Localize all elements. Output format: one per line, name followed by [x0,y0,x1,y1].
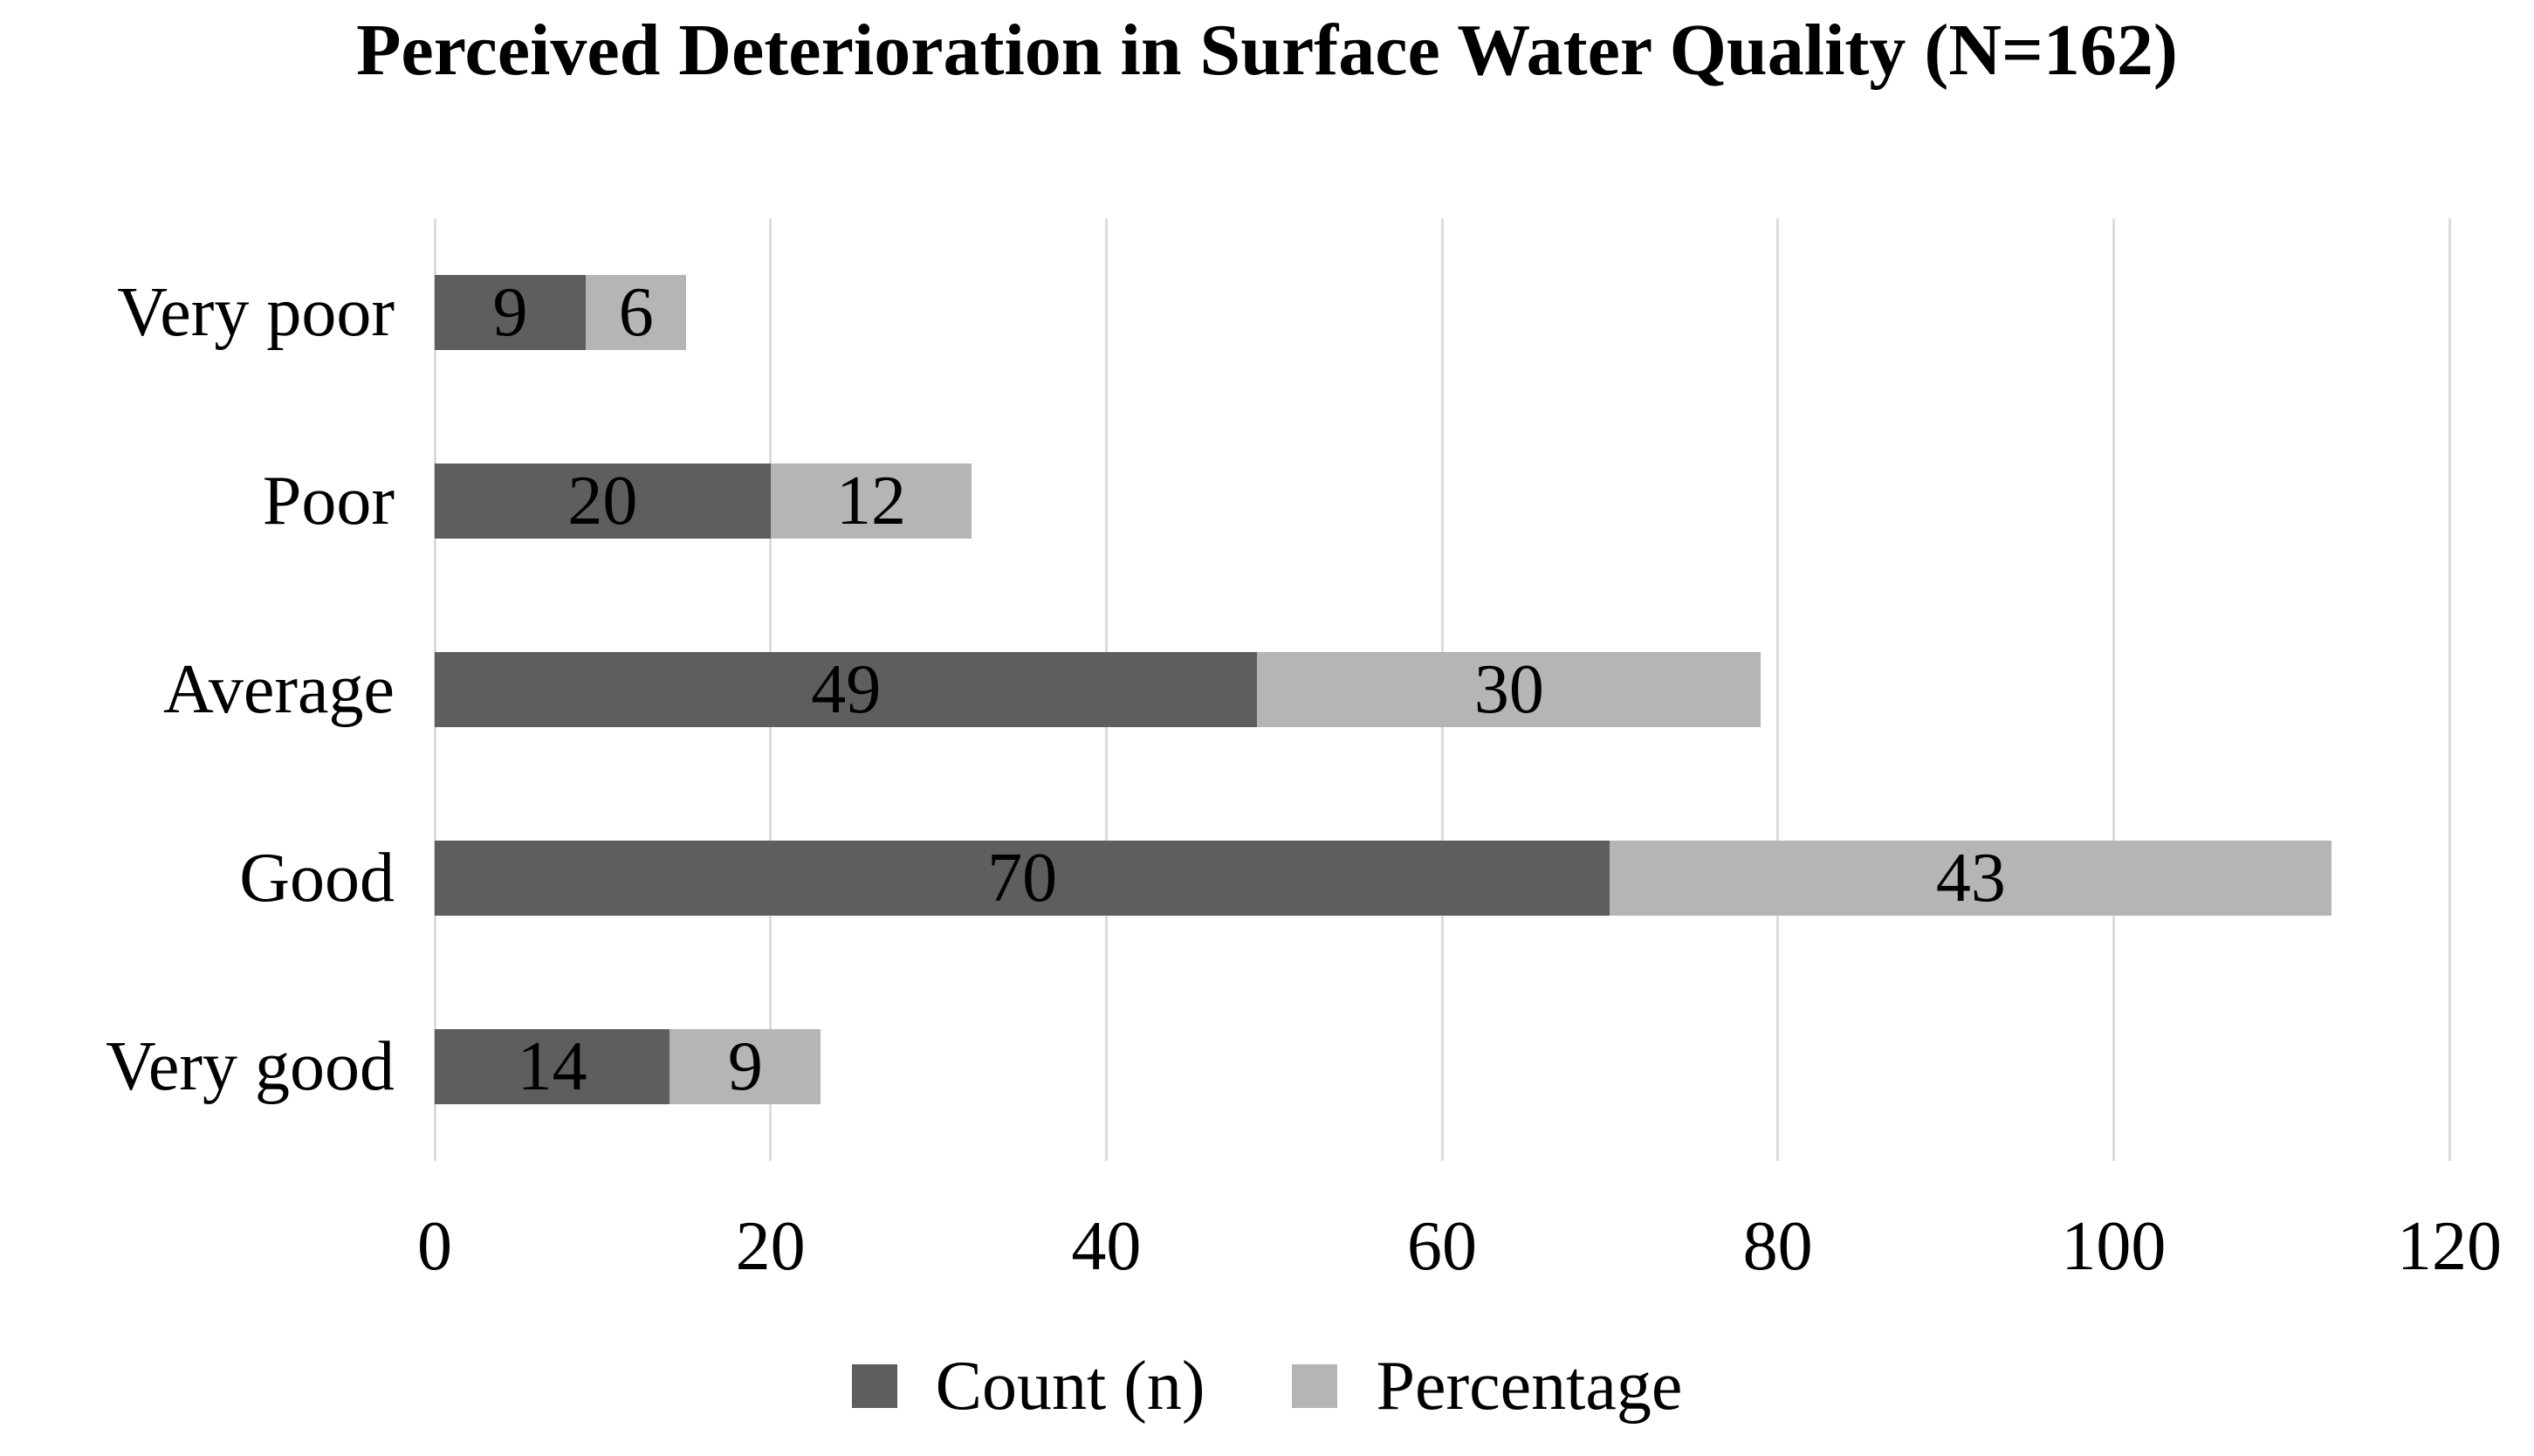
bar-value-label: 14 [517,1028,587,1105]
x-tick-label: 80 [1742,1208,1813,1285]
bar-segment-percentage: 9 [670,1029,821,1104]
bar-segment-percentage: 6 [586,274,687,351]
x-tick-label: 120 [2397,1208,2502,1285]
bar-segment-percentage: 12 [770,463,972,539]
bar-value-label: 12 [836,463,907,539]
bar-value-label: 9 [727,1028,763,1105]
category-label: Good [239,840,395,917]
x-tick-label: 100 [2061,1208,2167,1285]
bar-value-label: 49 [811,651,882,728]
bar-segment-count: 20 [435,464,771,539]
gridline [2112,218,2115,1161]
category-label: Poor [262,463,395,539]
category-label: Very good [105,1028,395,1105]
x-tick-label: 40 [1071,1208,1142,1285]
legend-item-count: Count (n) [851,1348,1205,1425]
bar-row: 14 9 [435,1029,821,1104]
chart-title: Perceived Deterioration in Surface Water… [356,10,2178,91]
bar-value-label: 43 [1935,840,2006,917]
bar-value-label: 9 [492,274,528,351]
bar-value-label: 70 [987,840,1058,917]
bar-value-label: 6 [618,274,654,351]
bar-segment-percentage: 43 [1610,840,2332,917]
bar-segment-count: 14 [435,1029,670,1104]
x-tick-label: 60 [1407,1208,1477,1285]
bar-segment-percentage: 30 [1257,652,1761,727]
bar-row: 20 12 [435,464,972,539]
category-label: Very poor [117,274,395,351]
gridline [2448,218,2451,1161]
gridline [1776,218,1780,1161]
legend: Count (n) Percentage [0,1351,2534,1421]
legend-item-percentage: Percentage [1292,1351,1682,1421]
legend-label: Count (n) [935,1348,1205,1425]
x-tick-label: 0 [417,1208,452,1285]
legend-label: Percentage [1376,1348,1683,1425]
bar-row: 70 43 [435,840,2332,917]
bar-segment-count: 49 [435,651,1258,728]
x-tick-label: 20 [735,1208,806,1285]
category-label: Average [163,651,395,728]
legend-marker-count-icon [851,1364,897,1408]
bar-segment-count: 70 [435,841,1610,916]
bar-segment-count: 9 [435,274,587,351]
bar-value-label: 30 [1473,651,1544,728]
legend-marker-percentage-icon [1292,1364,1338,1408]
bar-value-label: 20 [567,463,638,539]
bar-row: 49 30 [435,652,1761,727]
